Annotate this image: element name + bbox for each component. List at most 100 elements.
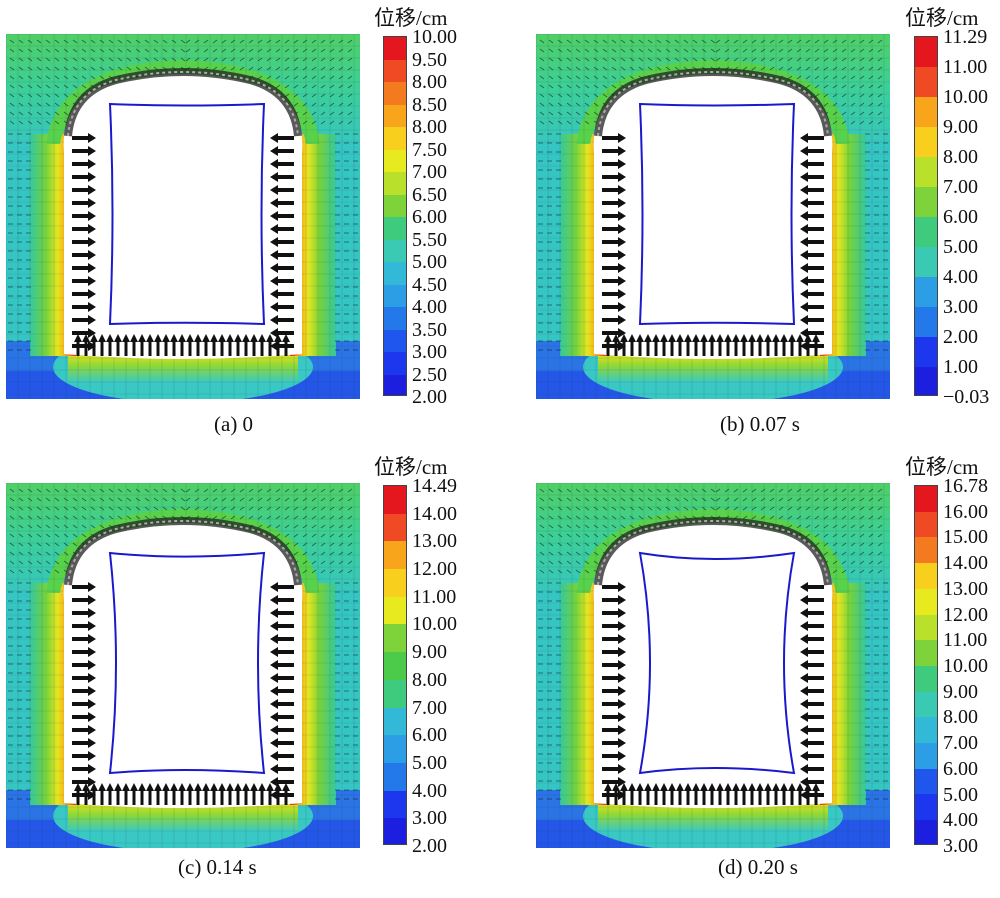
displacement-arrow bbox=[194, 334, 202, 356]
displacement-arrow bbox=[130, 783, 138, 805]
panel-a: 位移/cm 10.00 9.50 8.00 8.50 8.00 7.50 7.00 6.50 6… bbox=[0, 0, 500, 449]
displacement-arrow bbox=[800, 725, 824, 735]
displacement-arrow bbox=[756, 783, 764, 805]
displacement-arrow bbox=[146, 783, 154, 805]
displacement-arrow bbox=[804, 334, 812, 356]
legend-swatch bbox=[384, 104, 406, 127]
displacement-arrow bbox=[800, 764, 824, 774]
displacement-arrow bbox=[800, 276, 824, 286]
displacement-arrow bbox=[154, 334, 162, 356]
displacement-arrow bbox=[234, 334, 242, 356]
displacement-arrow bbox=[72, 315, 96, 325]
displacement-field-b bbox=[536, 34, 890, 399]
displacement-arrow bbox=[154, 783, 162, 805]
legend-swatch bbox=[915, 511, 937, 538]
legend-swatch bbox=[384, 569, 406, 597]
legend-swatch bbox=[915, 127, 937, 157]
legend-tick-label: 8.00 bbox=[412, 116, 447, 138]
displacement-arrow bbox=[602, 712, 626, 722]
displacement-arrow bbox=[800, 315, 824, 325]
displacement-arrow bbox=[602, 315, 626, 325]
displacement-arrow bbox=[800, 608, 824, 618]
displacement-arrow bbox=[800, 686, 824, 696]
displacement-arrow bbox=[72, 185, 96, 195]
unit-label: 位移/cm bbox=[374, 6, 448, 30]
legend-tick-label: 7.50 bbox=[412, 138, 447, 161]
legend-tick-label: 11.29 bbox=[943, 26, 988, 48]
displacement-arrow bbox=[186, 783, 194, 805]
legend-swatch bbox=[384, 541, 406, 570]
displacement-arrow bbox=[602, 790, 626, 800]
displacement-arrow bbox=[226, 783, 234, 805]
displacement-arrow bbox=[602, 341, 626, 351]
displacement-arrow bbox=[72, 198, 96, 208]
displacement-arrow bbox=[90, 334, 98, 356]
legend-swatch bbox=[384, 127, 406, 150]
displacement-arrow bbox=[602, 198, 626, 208]
legend-swatch bbox=[384, 172, 406, 195]
displacement-arrow bbox=[602, 634, 626, 644]
displacement-arrow bbox=[676, 334, 684, 356]
legend-swatch bbox=[915, 691, 937, 718]
displacement-arrow bbox=[72, 699, 96, 709]
displacement-arrow bbox=[72, 302, 96, 312]
displacement-arrow bbox=[270, 237, 294, 247]
legend-swatch bbox=[915, 157, 937, 187]
legend-tick-label: 3.00 bbox=[943, 296, 978, 318]
displacement-arrow bbox=[210, 334, 218, 356]
legend-tick-label: 11.00 bbox=[412, 585, 457, 608]
legend-tick-label: 14.00 bbox=[943, 552, 988, 575]
displacement-arrow bbox=[72, 790, 96, 800]
legend-tick-label: 14.00 bbox=[412, 502, 457, 525]
legend-tick-label: 9.00 bbox=[412, 641, 447, 664]
displacement-field-c bbox=[6, 483, 360, 848]
legend-swatch bbox=[915, 486, 937, 512]
legend-tick-label: 13.00 bbox=[943, 577, 988, 600]
legend-swatch bbox=[915, 640, 937, 666]
legend-swatch bbox=[915, 614, 937, 641]
displacement-arrow bbox=[72, 686, 96, 696]
displacement-arrow bbox=[114, 783, 122, 805]
displacement-arrow bbox=[732, 334, 740, 356]
displacement-arrow bbox=[660, 783, 668, 805]
displacement-arrow bbox=[270, 211, 294, 221]
displacement-arrow bbox=[72, 725, 96, 735]
legend-tick-label: 4.50 bbox=[412, 273, 447, 296]
legend-swatch bbox=[915, 337, 937, 367]
displacement-arrow bbox=[800, 198, 824, 208]
displacement-arrow bbox=[602, 263, 626, 273]
legend-tick-label: 3.50 bbox=[412, 318, 447, 341]
displacement-arrow bbox=[122, 334, 130, 356]
displacement-arrow bbox=[800, 621, 824, 631]
displacement-arrow bbox=[748, 334, 756, 356]
displacement-arrow bbox=[72, 250, 96, 260]
displacement-arrow bbox=[780, 334, 788, 356]
displacement-arrow bbox=[270, 250, 294, 260]
displacement-arrow bbox=[274, 334, 282, 356]
legend-tick-label: 8.50 bbox=[412, 93, 447, 116]
legend-swatch bbox=[384, 374, 406, 395]
legend-tick-label: 9.50 bbox=[412, 48, 447, 71]
displacement-arrow bbox=[218, 334, 226, 356]
displacement-arrow bbox=[270, 185, 294, 195]
legend-tick-label: 5.00 bbox=[943, 783, 978, 806]
legend-tick-label: 4.00 bbox=[412, 779, 447, 802]
legend-swatch bbox=[384, 707, 406, 736]
legend-swatch bbox=[384, 82, 406, 105]
legend-swatch bbox=[915, 794, 937, 821]
displacement-arrow bbox=[800, 738, 824, 748]
legend-tick-label: 8.00 bbox=[943, 706, 978, 729]
displacement-arrow bbox=[270, 738, 294, 748]
legend-tick-label: 15.00 bbox=[943, 526, 988, 549]
displacement-arrow bbox=[602, 738, 626, 748]
displacement-arrow bbox=[602, 133, 626, 143]
displacement-arrow bbox=[602, 725, 626, 735]
displacement-arrow bbox=[772, 783, 780, 805]
legend-swatch bbox=[915, 97, 937, 127]
displacement-arrow bbox=[74, 334, 82, 356]
caption: (c) 0.14 s bbox=[178, 855, 257, 879]
displacement-arrow bbox=[602, 302, 626, 312]
legend-swatch bbox=[384, 239, 406, 262]
displacement-arrow bbox=[274, 783, 282, 805]
displacement-arrow bbox=[270, 725, 294, 735]
